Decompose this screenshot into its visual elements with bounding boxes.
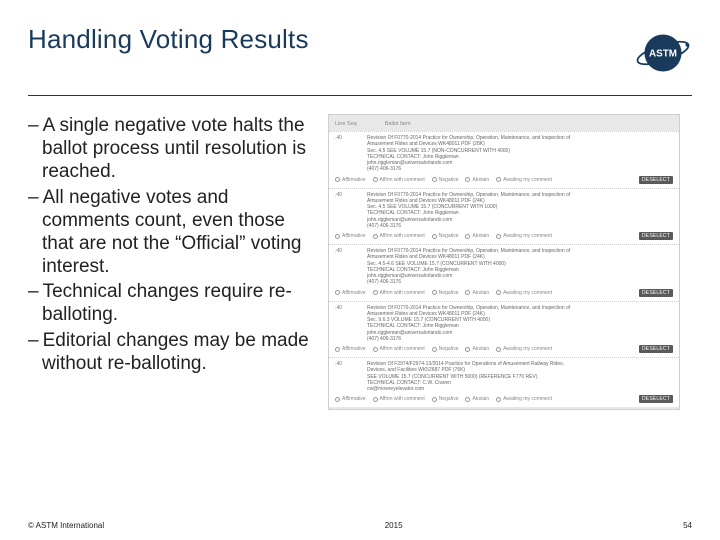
vote-option[interactable]: Negative	[432, 290, 459, 296]
vote-option[interactable]: Awaiting my comment	[496, 233, 552, 239]
vote-option[interactable]: Affirmative	[335, 346, 366, 352]
footer: © ASTM International 2015 54	[28, 521, 692, 530]
radio-icon	[335, 347, 340, 352]
vote-option[interactable]: Abstain	[465, 233, 489, 239]
ballot-description: Revision Of F0770-2014 Practice for Owne…	[367, 248, 673, 286]
vote-option[interactable]: Affirm with comment	[373, 346, 425, 352]
bullet-item: A single negative vote halts the ballot …	[28, 114, 314, 184]
radio-icon	[432, 234, 437, 239]
ballot-screenshot: Line Seq Ballot Item .40 Revision Of F077…	[328, 114, 680, 410]
vote-option[interactable]: Awaiting my comment	[496, 396, 552, 402]
vote-options: Affirmative Affirm with comment Negative Ab…	[335, 229, 673, 240]
vote-option[interactable]: Awaiting my comment	[496, 290, 552, 296]
deselect-button[interactable]: DESELECT	[639, 395, 673, 403]
radio-icon	[465, 177, 470, 182]
radio-icon	[465, 397, 470, 402]
vote-options: Affirmative Affirm with comment Negative Ab…	[335, 173, 673, 184]
slide: Handling Voting Results ASTM A single ne…	[0, 0, 720, 540]
vote-option[interactable]: Affirmative	[335, 233, 366, 239]
bullet-item: Technical changes require re-balloting.	[28, 280, 314, 326]
ballot-item: .40 Revision Of F0770-2014 Practice for O…	[329, 244, 679, 301]
radio-icon	[373, 290, 378, 295]
vote-options: Affirmative Affirm with comment Negative Ab…	[335, 342, 673, 353]
ballot-item: .40 Revision Of F2974/F2974-13/2014 Pract…	[329, 357, 679, 407]
vote-option[interactable]: Abstain	[465, 177, 489, 183]
body: A single negative vote halts the ballot …	[28, 114, 692, 410]
astm-logo: ASTM	[634, 24, 692, 87]
ballot-description: Revision Of F0770-2014 Practice for Owne…	[367, 305, 673, 343]
year: 2015	[104, 521, 683, 530]
radio-icon	[432, 397, 437, 402]
vote-option[interactable]: Negative	[432, 233, 459, 239]
ballot-item: .40 Revision Of F0770-2014 Practice for O…	[329, 301, 679, 358]
radio-icon	[496, 234, 501, 239]
header: Handling Voting Results ASTM	[28, 24, 692, 87]
vote-option[interactable]: Affirm with comment	[373, 396, 425, 402]
ballot-item: .40 Revision Of F0770-2014 Practice for O…	[329, 131, 679, 188]
radio-icon	[373, 177, 378, 182]
screenshot-header: Line Seq Ballot Item	[329, 119, 679, 131]
vote-option[interactable]: Abstain	[465, 396, 489, 402]
radio-icon	[373, 397, 378, 402]
vote-options: Affirmative Affirm with comment Negative Ab…	[335, 286, 673, 297]
ballot-description: Revision Of F2974/F2974-13/2014 Practice…	[367, 361, 673, 392]
vote-option[interactable]: Abstain	[465, 346, 489, 352]
radio-icon	[335, 234, 340, 239]
radio-icon	[465, 234, 470, 239]
screenshot-column: Line Seq Ballot Item .40 Revision Of F077…	[328, 114, 692, 410]
vote-option[interactable]: Affirmative	[335, 177, 366, 183]
vote-option[interactable]: Affirm with comment	[373, 233, 425, 239]
vote-option[interactable]: Affirmative	[335, 396, 366, 402]
radio-icon	[335, 397, 340, 402]
radio-icon	[496, 177, 501, 182]
radio-icon	[432, 347, 437, 352]
vote-option[interactable]: Negative	[432, 396, 459, 402]
radio-icon	[432, 290, 437, 295]
deselect-button[interactable]: DESELECT	[639, 345, 673, 353]
vote-option[interactable]: Affirmative	[335, 290, 366, 296]
col-seq: Line Seq	[335, 121, 357, 127]
ballot-seq: .40	[335, 361, 347, 392]
radio-icon	[465, 290, 470, 295]
col-ballot: Ballot Item	[385, 121, 411, 127]
vote-option[interactable]: Abstain	[465, 290, 489, 296]
deselect-button[interactable]: DESELECT	[639, 176, 673, 184]
ballot-seq: .40	[335, 248, 347, 286]
deselect-button[interactable]: DESELECT	[639, 232, 673, 240]
divider	[28, 95, 692, 96]
radio-icon	[496, 397, 501, 402]
ballot-description: Revision Of F0770-2014 Practice for Owne…	[367, 192, 673, 230]
vote-option[interactable]: Negative	[432, 177, 459, 183]
radio-icon	[335, 290, 340, 295]
ballot-seq: .40	[335, 192, 347, 230]
page-title: Handling Voting Results	[28, 24, 309, 55]
ballot-seq: .40	[335, 135, 347, 173]
radio-icon	[496, 347, 501, 352]
radio-icon	[432, 177, 437, 182]
radio-icon	[373, 234, 378, 239]
vote-option[interactable]: Awaiting my comment	[496, 177, 552, 183]
ballot-description: Revision Of F0770-2014 Practice for Owne…	[367, 135, 673, 173]
copyright: © ASTM International	[28, 521, 104, 530]
radio-icon	[335, 177, 340, 182]
ballot-seq: .40	[335, 305, 347, 343]
vote-option[interactable]: Awaiting my comment	[496, 346, 552, 352]
radio-icon	[465, 347, 470, 352]
ballot-item: .40 Revision Of F0770-2014 Practice for O…	[329, 188, 679, 245]
vote-option[interactable]: Affirm with comment	[373, 290, 425, 296]
radio-icon	[373, 347, 378, 352]
bullet-list: A single negative vote halts the ballot …	[28, 114, 314, 410]
deselect-button[interactable]: DESELECT	[639, 289, 673, 297]
page-number: 54	[683, 521, 692, 530]
vote-option[interactable]: Affirm with comment	[373, 177, 425, 183]
bullet-item: Editorial changes may be made without re…	[28, 329, 314, 375]
svg-text:ASTM: ASTM	[649, 48, 677, 59]
radio-icon	[496, 290, 501, 295]
vote-options: Affirmative Affirm with comment Negative Ab…	[335, 392, 673, 403]
vote-option[interactable]: Negative	[432, 346, 459, 352]
bullet-item: All negative votes and comments count, e…	[28, 186, 314, 279]
